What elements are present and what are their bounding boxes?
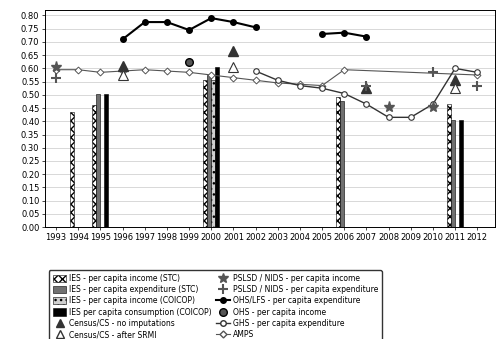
Bar [104, 94, 108, 227]
Bar [96, 94, 100, 227]
Bar [212, 80, 215, 227]
Bar [447, 104, 451, 227]
Bar [459, 120, 463, 227]
Bar [336, 98, 340, 227]
Bar [70, 112, 74, 227]
Bar [451, 120, 455, 227]
Bar [92, 105, 96, 227]
Bar [340, 101, 344, 227]
Legend: IES - per capita income (STC), IES - per capita expenditure (STC), IES - per cap: IES - per capita income (STC), IES - per… [49, 270, 382, 339]
Bar [208, 75, 212, 227]
Bar [204, 80, 208, 227]
Bar [215, 67, 219, 227]
